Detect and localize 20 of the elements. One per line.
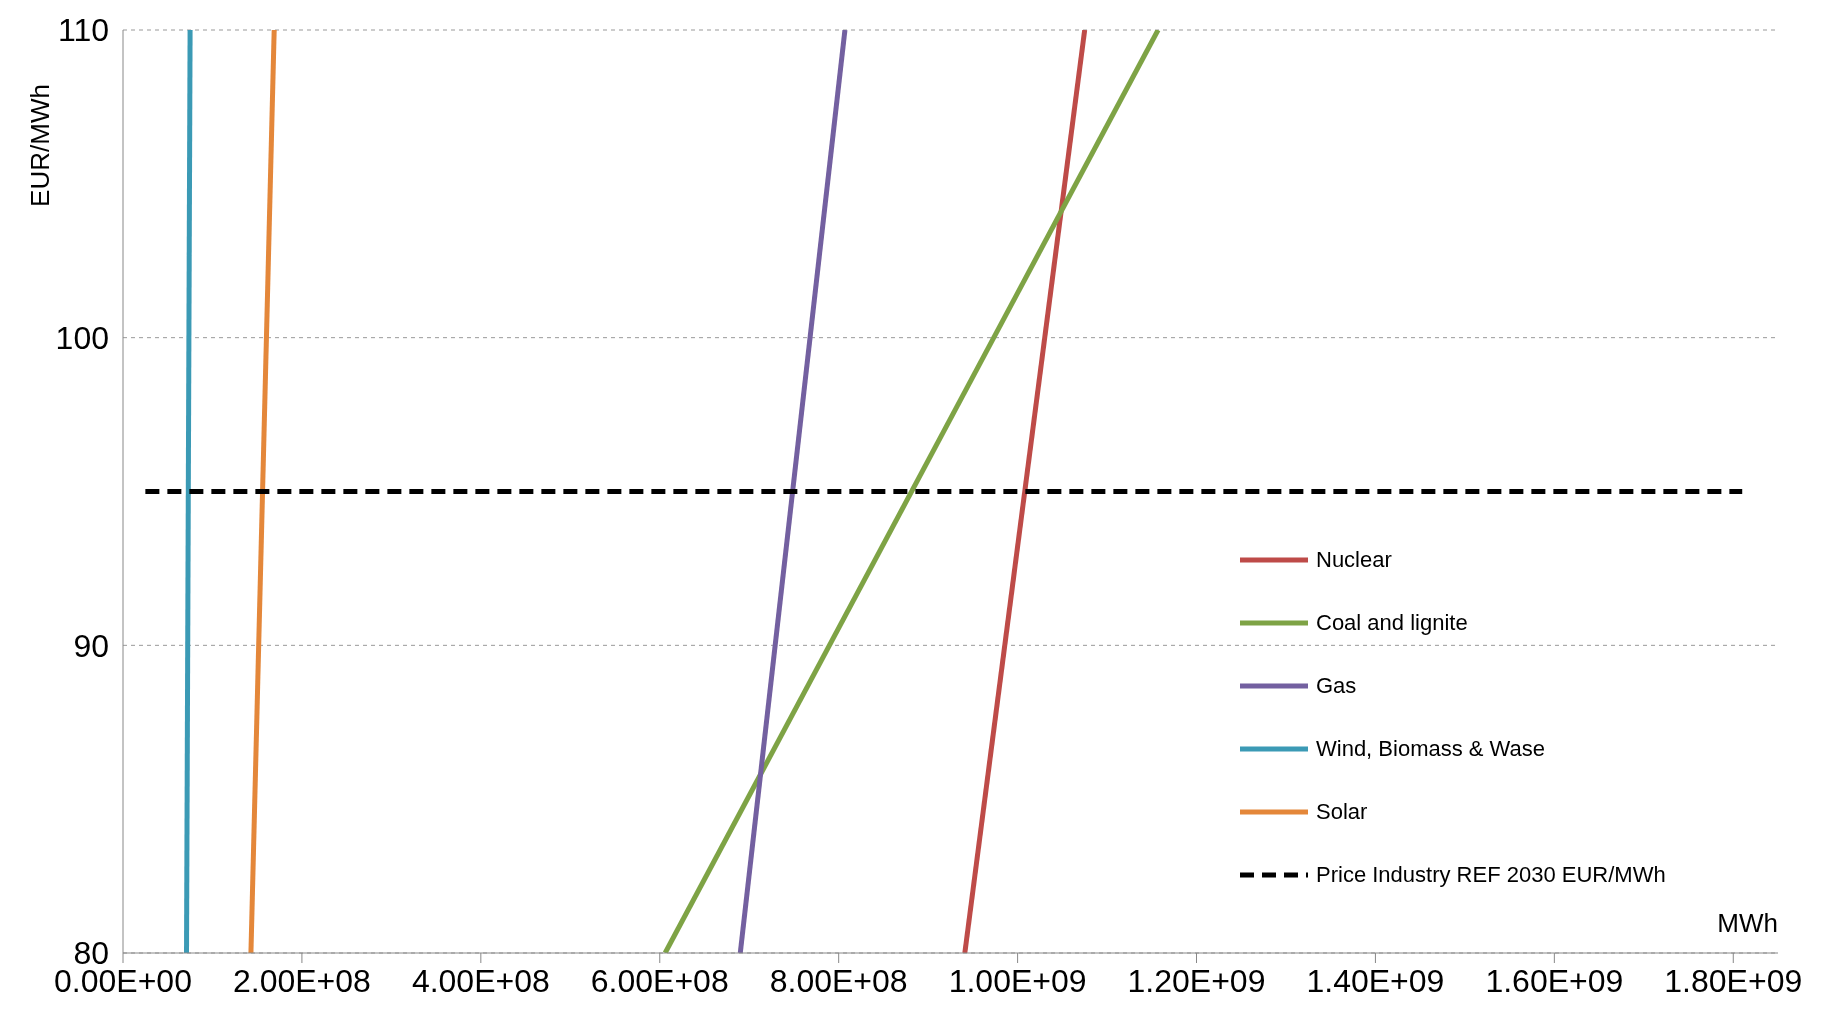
x-tick-label: 6.00E+08 — [590, 962, 729, 999]
x-axis-title: MWh — [1717, 908, 1778, 939]
x-tick-label: 4.00E+08 — [411, 962, 550, 999]
y-tick-label: 100 — [55, 320, 109, 357]
x-tick-label: 1.80E+09 — [1664, 962, 1803, 999]
legend-label: Price Industry REF 2030 EUR/MWh — [1316, 861, 1666, 888]
x-tick-label: 1.60E+09 — [1485, 962, 1624, 999]
x-tick-label: 2.00E+08 — [232, 962, 371, 999]
x-tick-label: 1.40E+09 — [1306, 962, 1445, 999]
y-tick-label: 90 — [73, 627, 109, 664]
legend-label: Nuclear — [1316, 546, 1392, 573]
y-axis-title: EUR/MWh — [24, 83, 56, 207]
legend-label: Gas — [1316, 672, 1357, 699]
x-tick-label: 1.00E+09 — [948, 962, 1087, 999]
legend-label: Solar — [1316, 798, 1368, 825]
x-tick-label: 8.00E+08 — [769, 962, 908, 999]
legend-label: Coal and lignite — [1316, 609, 1468, 636]
x-tick-label: 1.20E+09 — [1127, 962, 1266, 999]
y-tick-label: 110 — [57, 12, 109, 49]
legend-label: Wind, Biomass & Wase — [1316, 735, 1546, 762]
